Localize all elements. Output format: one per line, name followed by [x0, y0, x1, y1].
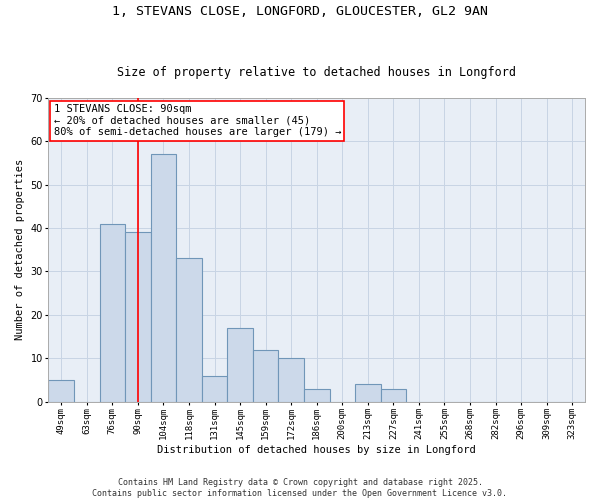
- Bar: [278, 358, 304, 402]
- Bar: [253, 350, 278, 402]
- Bar: [227, 328, 253, 402]
- X-axis label: Distribution of detached houses by size in Longford: Distribution of detached houses by size …: [157, 445, 476, 455]
- Text: 1 STEVANS CLOSE: 90sqm
← 20% of detached houses are smaller (45)
80% of semi-det: 1 STEVANS CLOSE: 90sqm ← 20% of detached…: [53, 104, 341, 138]
- Bar: [49, 380, 74, 402]
- Text: 1, STEVANS CLOSE, LONGFORD, GLOUCESTER, GL2 9AN: 1, STEVANS CLOSE, LONGFORD, GLOUCESTER, …: [112, 5, 488, 18]
- Bar: [380, 388, 406, 402]
- Bar: [100, 224, 125, 402]
- Bar: [151, 154, 176, 402]
- Title: Size of property relative to detached houses in Longford: Size of property relative to detached ho…: [117, 66, 516, 78]
- Text: Contains HM Land Registry data © Crown copyright and database right 2025.
Contai: Contains HM Land Registry data © Crown c…: [92, 478, 508, 498]
- Y-axis label: Number of detached properties: Number of detached properties: [15, 159, 25, 340]
- Bar: [125, 232, 151, 402]
- Bar: [304, 388, 329, 402]
- Bar: [202, 376, 227, 402]
- Bar: [355, 384, 380, 402]
- Bar: [176, 258, 202, 402]
